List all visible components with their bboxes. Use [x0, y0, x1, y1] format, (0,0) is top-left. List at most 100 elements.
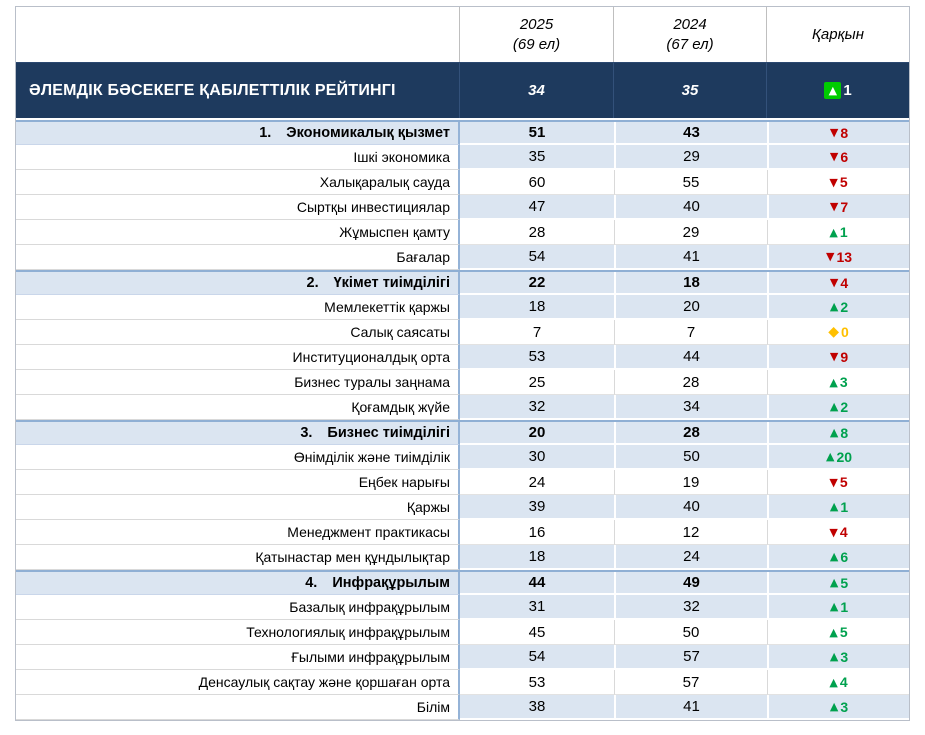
trend-value: 20 — [836, 448, 853, 465]
row-label: Мемлекеттік қаржы — [324, 299, 450, 315]
table-row: Білім 38 41 ▲ 3 — [16, 695, 909, 720]
trend-value: 3 — [839, 374, 848, 390]
table-row: Қоғамдық жүйе 32 34 ▲ 2 — [16, 395, 909, 420]
trend-value: 3 — [840, 648, 849, 665]
table-row: Менеджмент практикасы 16 12 ▼ 4 — [16, 520, 909, 545]
row-label: Қатынастар мен құндылықтар — [255, 549, 450, 565]
up-triangle-icon: ▲ — [829, 300, 839, 313]
trend-indicator: ▲ 2 — [830, 299, 848, 315]
row-label: Халықаралық сауда — [319, 174, 450, 190]
row-label-cell: Қоғамдық жүйе — [16, 395, 460, 420]
trend-value: 1 — [840, 598, 849, 615]
same-diamond-icon: ◆ — [828, 324, 839, 340]
row-label-cell: Институционалдық орта — [16, 345, 460, 370]
table-row: Институционалдық орта 53 44 ▼ 9 — [16, 345, 909, 370]
table-row: Ғылыми инфрақұрылым 54 57 ▲ 3 — [16, 645, 909, 670]
down-triangle-icon: ▼ — [829, 350, 839, 363]
rank-2025-cell: 35 — [460, 145, 614, 170]
trend-indicator: ▼ 4 — [830, 275, 848, 291]
trend-indicator: ▼ 9 — [830, 349, 848, 365]
table-row: Салық саясаты 7 7 ◆ 0 — [16, 320, 909, 345]
rank-2025-cell: 51 — [460, 122, 614, 145]
row-label: Базалық инфрақұрылым — [289, 599, 450, 615]
trend-value: 5 — [840, 574, 849, 591]
section-number: 4. — [305, 575, 318, 591]
rank-2025-cell: 60 — [460, 170, 614, 195]
row-label-cell: 3. Бизнес тиімділігі — [16, 422, 460, 445]
trend-cell: ▲ 6 — [767, 545, 909, 570]
table-row: Жұмыспен қамту 28 29 ▲ 1 — [16, 220, 909, 245]
trend-cell: ▲ 5 — [767, 572, 909, 595]
rank-2025-cell: 31 — [460, 595, 614, 620]
trend-value: 9 — [840, 348, 849, 365]
row-label: Ішкі экономика — [353, 149, 450, 165]
trend-cell: ▼ 13 — [767, 245, 909, 270]
rank-2025-cell: 30 — [460, 445, 614, 470]
table-header-row: 2025 (69 ел) 2024 (67 ел) Қарқын — [16, 7, 909, 62]
row-label-cell: Өнімділік және тиімділік — [16, 445, 460, 470]
trend-value: 8 — [840, 424, 849, 441]
trend-indicator: ▲ 6 — [830, 549, 848, 565]
trend-cell: ▼ 5 — [767, 470, 909, 495]
table-row: Ішкі экономика 35 29 ▼ 6 — [16, 145, 909, 170]
trend-value: 5 — [839, 624, 848, 640]
rank-2024-cell: 50 — [614, 445, 767, 470]
trend-cell: ▲ 5 — [767, 620, 909, 645]
rank-2024-cell: 7 — [614, 320, 767, 345]
trend-value: 6 — [840, 148, 849, 165]
row-label-cell: Менеджмент практикасы — [16, 520, 460, 545]
row-label-cell: Салық саясаты — [16, 320, 460, 345]
row-label-cell: Мемлекеттік қаржы — [16, 295, 460, 320]
table-body: 1. Экономикалық қызмет 51 43 ▼ 8 Ішкі экономик… — [16, 120, 909, 720]
up-triangle-icon: ▲ — [829, 650, 839, 663]
rank-2024-cell: 57 — [614, 670, 767, 695]
trend-cell: ▼ 4 — [767, 272, 909, 295]
header-2024-countries: (67 ел) — [666, 35, 714, 53]
trend-indicator: ▼ 7 — [830, 199, 848, 215]
trend-indicator: ▲ 5 — [829, 624, 847, 640]
row-label-cell: Бағалар — [16, 245, 460, 270]
trend-indicator: ▲ 8 — [830, 425, 848, 441]
trend-indicator: ▼ 6 — [830, 149, 848, 165]
down-triangle-icon: ▼ — [829, 150, 839, 163]
trend-cell: ▼ 5 — [767, 170, 909, 195]
row-label-cell: Қаржы — [16, 495, 460, 520]
section-row: 4. Инфрақұрылым 44 49 ▲ 5 — [16, 570, 909, 595]
trend-indicator: ▲ 5 — [830, 575, 848, 591]
row-label: Ғылыми инфрақұрылым — [291, 649, 450, 665]
rank-2025-cell: 24 — [460, 470, 614, 495]
overall-rank-2025: 34 — [460, 63, 614, 118]
rank-2025-cell: 54 — [460, 245, 614, 270]
trend-cell: ▲ 3 — [767, 370, 909, 395]
trend-value: 2 — [840, 298, 849, 315]
trend-value: 0 — [840, 324, 849, 340]
row-label-cell: Денсаулық сақтау және қоршаған орта — [16, 670, 460, 695]
trend-value: 7 — [840, 198, 849, 215]
rank-2025-cell: 45 — [460, 620, 614, 645]
up-triangle-icon: ▲ — [829, 400, 839, 413]
trend-cell: ▼ 7 — [767, 195, 909, 220]
trend-indicator: ▼ 13 — [826, 249, 852, 265]
up-triangle-icon: ▲ — [829, 576, 839, 589]
section-label: Үкімет тиімділігі — [333, 275, 450, 291]
trend-indicator: ▲ 20 — [826, 449, 852, 465]
row-label-cell: 1. Экономикалық қызмет — [16, 122, 460, 145]
trend-value: 2 — [840, 398, 849, 415]
overall-rank-2024: 35 — [614, 63, 767, 118]
trend-value: 13 — [836, 248, 853, 265]
section-row: 1. Экономикалық қызмет 51 43 ▼ 8 — [16, 120, 909, 145]
trend-indicator: ◆ 0 — [828, 324, 849, 340]
row-label: Өнімділік және тиімділік — [293, 449, 450, 465]
up-triangle-icon: ▲ — [829, 500, 839, 513]
header-2025-countries: (69 ел) — [512, 35, 561, 53]
table-row: Еңбек нарығы 24 19 ▼ 5 — [16, 470, 909, 495]
row-label-cell: Бизнес туралы заңнама — [16, 370, 460, 395]
section-row: 3. Бизнес тиімділігі 20 28 ▲ 8 — [16, 420, 909, 445]
trend-cell: ▼ 4 — [767, 520, 909, 545]
trend-value: 3 — [840, 698, 849, 715]
row-label-cell: 2. Үкімет тиімділігі — [16, 272, 460, 295]
up-triangle-icon: ▲ — [829, 426, 839, 439]
trend-indicator: ▲ 1 — [829, 224, 847, 240]
trend-value: 1 — [840, 498, 849, 515]
header-2025: 2025 (69 ел) — [460, 7, 614, 62]
